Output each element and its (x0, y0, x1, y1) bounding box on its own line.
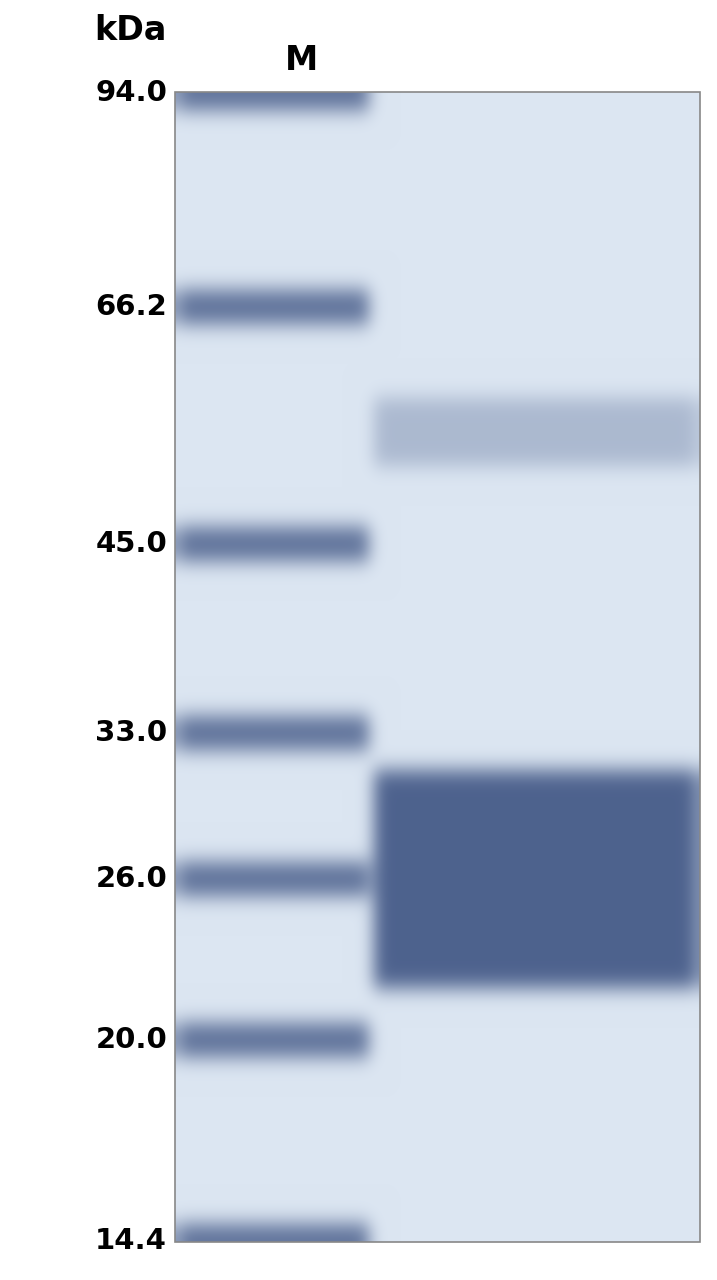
Text: 45.0: 45.0 (95, 530, 167, 558)
Text: kDa: kDa (95, 14, 167, 47)
Text: 20.0: 20.0 (95, 1027, 167, 1053)
Text: 33.0: 33.0 (95, 719, 167, 748)
Text: 14.4: 14.4 (95, 1228, 167, 1254)
Text: 66.2: 66.2 (95, 293, 167, 321)
Text: 94.0: 94.0 (95, 79, 167, 108)
Text: 26.0: 26.0 (95, 865, 167, 893)
Text: M: M (285, 44, 318, 77)
Bar (175, 92, 700, 1242)
